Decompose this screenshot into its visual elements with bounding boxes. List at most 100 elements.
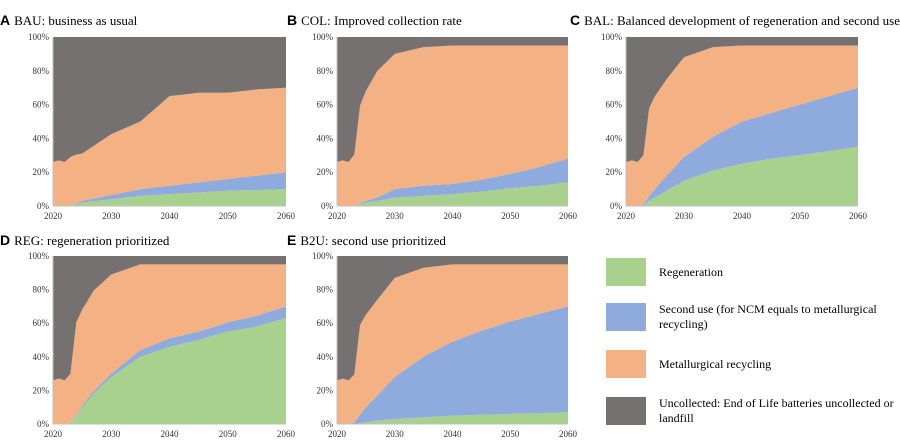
panel-e-ytick-label: 80% (317, 285, 334, 295)
panel-c-xtick-label: 2020 (617, 211, 636, 221)
panel-c-xtick-label: 2060 (849, 211, 868, 221)
panel-b-ytick-label: 40% (317, 133, 334, 143)
panel-d-ytick-label: 0% (37, 419, 50, 429)
panel-e-chart: 0% 20% 40% 60% 80% 100% 2020 2030 2040 2050 2060 (312, 251, 578, 439)
panel-b-ytick-label: 100% (312, 32, 334, 42)
legend-item-second-use: Second use (for NCM equals to metallurgi… (606, 302, 894, 332)
panel-e-ytick-label: 20% (317, 385, 334, 395)
panel-a-area-uncollected (53, 37, 286, 163)
panel-b-ytick-label: 60% (317, 100, 334, 110)
panel-a-xtick-label: 2030 (102, 211, 121, 221)
panel-e-area-metallurgical (337, 264, 568, 424)
panel-d-area-regeneration (53, 318, 286, 424)
panel-b-ytick-label: 0% (321, 201, 334, 211)
panel-b-xtick-label: 2020 (328, 211, 347, 221)
panel-d-xtick-label: 2050 (219, 429, 238, 439)
panel-a-ytick-label: 80% (33, 66, 50, 76)
panel-b-xtick-label: 2040 (444, 211, 463, 221)
panel-c-ytick-label: 20% (606, 167, 623, 177)
panel-a-xtick-label: 2040 (161, 211, 180, 221)
panel-e-xtick-label: 2020 (328, 429, 347, 439)
legend-swatch-metallurgical (606, 350, 646, 378)
panel-a-ytick-label: 40% (33, 133, 50, 143)
panel-c-ytick-label: 100% (601, 32, 623, 42)
panel-a-ytick-label: 0% (37, 201, 50, 211)
panel-b-title: B COL: Improved collection rate (287, 12, 462, 29)
panel-d-area-uncollected (53, 256, 286, 381)
legend-label-metallurgical: Metallurgical recycling (659, 356, 772, 371)
panel-c-xtick-label: 2050 (791, 211, 810, 221)
panel-e-xtick-label: 2030 (386, 429, 405, 439)
panel-b-xtick-label: 2050 (501, 211, 520, 221)
panel-c-area-regeneration (626, 146, 858, 206)
panel-c-area-uncollected (626, 37, 858, 163)
panel-d-xtick-label: 2020 (44, 429, 63, 439)
legend-label-uncollected: Uncollected: End of Life batteries uncol… (659, 396, 894, 425)
panel-c-area-metallurgical (626, 45, 858, 207)
panel-b-letter: B (287, 12, 298, 28)
panel-d-xtick-label: 2040 (161, 429, 180, 439)
panel-a-ytick-label: 20% (33, 167, 50, 177)
panel-c-letter: C (570, 12, 581, 28)
panel-a-xtick-label: 2020 (44, 211, 63, 221)
panel-c-title-text: BAL: Balanced development of regeneratio… (584, 13, 900, 28)
legend-swatch-second-use (606, 303, 646, 331)
panel-e-ytick-label: 100% (312, 251, 334, 261)
panel-d-ytick-label: 100% (28, 251, 50, 261)
panel-d-title-text: REG: regeneration prioritized (14, 233, 170, 248)
panel-d-ytick-label: 80% (33, 285, 50, 295)
legend-swatch-regeneration (606, 258, 646, 286)
legend-label-second-use: Second use (for NCM equals to metallurgi… (659, 302, 877, 331)
panel-a-ytick-label: 100% (28, 32, 50, 42)
panel-b-area-metallurgical (337, 45, 568, 207)
panel-c-area-second-use (626, 87, 858, 206)
panel-a-area-regeneration (53, 189, 286, 206)
panel-d-area-second-use (53, 306, 286, 424)
panel-d-area-metallurgical (53, 264, 286, 424)
panel-a-area-metallurgical (53, 87, 286, 206)
panel-b-area-uncollected (337, 37, 568, 163)
panel-a-area-second-use (53, 172, 286, 206)
panel-b-ytick-label: 20% (317, 167, 334, 177)
panel-b-ytick-label: 80% (317, 66, 334, 76)
panel-c-chart: 0% 20% 40% 60% 80% 100% 2020 2030 2040 2050 2060 (601, 32, 868, 221)
panel-e-ytick-label: 60% (317, 318, 334, 328)
panel-a-letter: A (0, 12, 11, 28)
panel-c-xtick-label: 2030 (675, 211, 694, 221)
panel-b-title-text: COL: Improved collection rate (301, 13, 462, 28)
panel-b-area-second-use (337, 158, 568, 206)
panel-e-ytick-label: 0% (321, 419, 334, 429)
panel-a-chart: 0% 20% 40% 60% 80% 100% 2020 2030 2040 2050 2060 (28, 32, 296, 221)
panel-c-ytick-label: 40% (606, 133, 623, 143)
panel-c-ytick-label: 0% (610, 201, 623, 211)
panel-b-chart: 0% 20% 40% 60% 80% 100% 2020 2030 2040 2050 2060 (312, 32, 578, 221)
panel-d-ytick-label: 40% (33, 352, 50, 362)
panel-e-title-text: B2U: second use prioritized (300, 233, 446, 248)
panel-c-ytick-label: 80% (606, 66, 623, 76)
panel-a-ytick-label: 60% (33, 100, 50, 110)
panel-e-title: E B2U: second use prioritized (287, 232, 446, 249)
panel-d-ytick-label: 60% (33, 318, 50, 328)
panel-e-area-uncollected (337, 256, 568, 381)
panel-e-area-regeneration (337, 412, 568, 424)
panel-a-xtick-label: 2050 (219, 211, 238, 221)
panel-a-xtick-label: 2060 (277, 211, 296, 221)
panel-e-letter: E (287, 232, 297, 248)
legend-item-metallurgical: Metallurgical recycling (606, 350, 894, 378)
panel-d-title: D REG: regeneration prioritized (0, 232, 169, 249)
panel-d-ytick-label: 20% (33, 385, 50, 395)
panel-e-xtick-label: 2060 (559, 429, 578, 439)
panel-c-ytick-label: 60% (606, 100, 623, 110)
panel-b-xtick-label: 2060 (559, 211, 578, 221)
legend-item-uncollected: Uncollected: End of Life batteries uncol… (606, 396, 894, 426)
panel-d-xtick-label: 2060 (277, 429, 296, 439)
panel-e-xtick-label: 2050 (501, 429, 520, 439)
panel-d-xtick-label: 2030 (102, 429, 121, 439)
legend-label-regeneration: Regeneration (659, 264, 723, 279)
panel-c-xtick-label: 2040 (733, 211, 752, 221)
panel-d-letter: D (0, 232, 11, 248)
panel-e-area-second-use (337, 306, 568, 424)
legend-item-regeneration: Regeneration (606, 258, 894, 286)
panel-e-xtick-label: 2040 (444, 429, 463, 439)
panel-e-ytick-label: 40% (317, 352, 334, 362)
